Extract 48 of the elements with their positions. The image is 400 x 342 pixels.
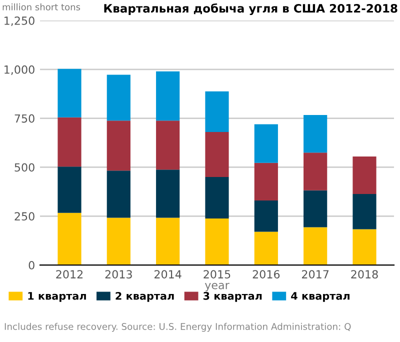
bar [58, 117, 82, 167]
bar [304, 190, 328, 228]
bar [205, 132, 229, 178]
bar [352, 194, 376, 230]
bar [352, 156, 376, 194]
legend-label: 2 квартал [116, 292, 174, 302]
bar [304, 152, 328, 190]
x-tick-label: 2014 [154, 270, 182, 279]
chart-title: Квартальная добыча угля в США 2012-2018 [104, 3, 398, 16]
bar [304, 115, 328, 153]
x-axis-title: year [204, 282, 230, 292]
y-tick-label: 0 [28, 261, 34, 270]
bar [156, 120, 180, 170]
bar [106, 74, 130, 121]
bar [106, 170, 130, 218]
bar [156, 218, 180, 266]
bar [254, 162, 278, 200]
bar [254, 232, 278, 266]
text: Includes refuse recovery. Source: U.S. Energy Information Administration: Q [4, 322, 351, 332]
x-tick-label: 2013 [105, 270, 132, 279]
x-tick-label: 2012 [56, 270, 83, 279]
bar [106, 218, 130, 266]
x-tick-label: 2016 [252, 270, 280, 279]
bar [156, 71, 180, 121]
y-tick-label: 1,000 [4, 65, 34, 75]
bar [106, 120, 130, 171]
bar [205, 218, 229, 266]
bar [304, 227, 328, 266]
legend-label: 1 квартал [28, 292, 86, 302]
legend-label: 3 квартал [203, 292, 262, 302]
bar [58, 212, 82, 266]
bar [205, 177, 229, 218]
y-tick-label: 500 [14, 163, 34, 172]
y-tick-label: 1,250 [4, 16, 34, 26]
x-tick-label: 2015 [204, 270, 230, 279]
bar [58, 166, 82, 213]
bar [352, 229, 376, 266]
bar [254, 124, 278, 163]
x-tick-label: 2017 [302, 270, 329, 279]
y-tick-label: 750 [14, 114, 34, 123]
bar [205, 91, 229, 132]
y-tick-label: 250 [14, 212, 34, 221]
bar [254, 200, 278, 232]
x-tick-label: 2018 [351, 270, 378, 279]
legend-label: 4 квартал [291, 292, 350, 302]
y-axis-title: million short tons [2, 3, 80, 10]
bar [156, 170, 180, 218]
bar [58, 68, 82, 118]
